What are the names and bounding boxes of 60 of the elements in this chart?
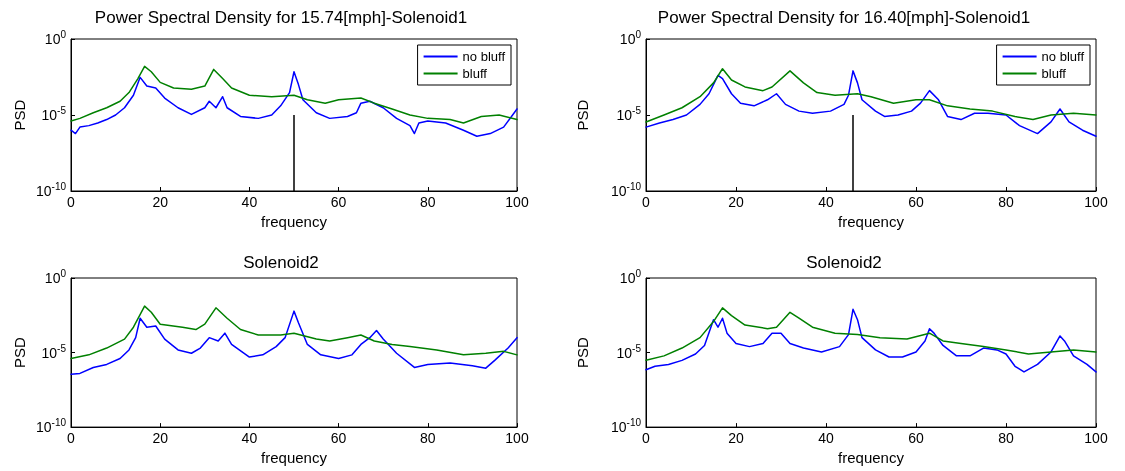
x-tick-label: 100 <box>1084 430 1108 447</box>
legend-label: bluff <box>1041 66 1067 81</box>
x-tick-label: 100 <box>1084 194 1108 210</box>
y-tick-label: 10$^{-5}$ <box>41 342 66 361</box>
y-tick-label: 10$^{-10}$ <box>610 417 641 436</box>
line-series <box>70 305 518 360</box>
y-tick-label: 10$^{-10}$ <box>610 181 641 199</box>
x-tick-label: 80 <box>420 194 436 210</box>
x-tick-label: 60 <box>330 430 347 447</box>
x-tick-label: 60 <box>908 430 924 447</box>
x-tick-label: 60 <box>908 194 924 210</box>
line-series <box>70 310 518 376</box>
y-tick-label: 10$^{0}$ <box>44 268 66 286</box>
y-tick-label: 10$^{-5}$ <box>41 105 66 123</box>
x-tick-label: 40 <box>818 194 834 210</box>
line-series <box>645 308 1097 373</box>
x-axis-title: frequency <box>838 212 905 230</box>
x-tick-label: 60 <box>330 194 347 210</box>
y-tick-label: 10$^{0}$ <box>619 268 641 286</box>
y-tick-label: 10$^{-5}$ <box>616 342 641 361</box>
y-tick-label: 10$^{0}$ <box>619 29 641 47</box>
x-axis-title: frequency <box>261 449 328 466</box>
y-tick-label: 10$^{-5}$ <box>616 105 641 123</box>
line-series <box>645 307 1097 362</box>
x-axis-title: frequency <box>261 212 328 230</box>
legend-label: no bluff <box>462 49 506 64</box>
x-tick-label: 20 <box>728 194 744 210</box>
y-tick-label: 10$^{0}$ <box>44 29 66 47</box>
x-tick-label: 20 <box>152 194 169 210</box>
line-series <box>645 70 1097 137</box>
x-tick-label: 0 <box>67 194 76 210</box>
x-axis-title: frequency <box>838 449 905 466</box>
line-series <box>70 65 518 124</box>
legend-label: bluff <box>462 66 488 81</box>
x-tick-label: 100 <box>505 194 529 210</box>
x-tick-label: 80 <box>998 430 1014 447</box>
chart-title: Power Spectral Density for 15.74[mph]-Solenoid1 <box>94 8 468 27</box>
x-tick-label: 0 <box>642 430 651 447</box>
legend-label: no bluff <box>1041 49 1085 64</box>
chart-title: Solenoid2 <box>806 253 882 272</box>
y-tick-label: 10$^{-10}$ <box>35 417 66 436</box>
y-axis-title: PSD <box>11 99 28 131</box>
x-tick-label: 40 <box>241 430 258 447</box>
y-tick-label: 10$^{-10}$ <box>35 181 66 199</box>
x-tick-label: 20 <box>728 430 744 447</box>
x-tick-label: 20 <box>152 430 169 447</box>
x-tick-label: 80 <box>420 430 436 447</box>
line-series <box>645 68 1097 123</box>
x-tick-label: 40 <box>818 430 834 447</box>
x-tick-label: 40 <box>241 194 258 210</box>
chart-title: Solenoid2 <box>243 253 319 272</box>
y-axis-title: PSD <box>574 99 591 131</box>
x-tick-label: 0 <box>67 430 76 447</box>
x-tick-label: 0 <box>642 194 651 210</box>
y-axis-title: PSD <box>11 336 28 368</box>
x-tick-label: 80 <box>998 194 1014 210</box>
y-axis-title: PSD <box>574 336 591 368</box>
x-tick-label: 100 <box>505 430 529 447</box>
line-series <box>70 71 518 137</box>
chart-title: Power Spectral Density for 16.40[mph]-Solenoid1 <box>657 8 1031 27</box>
